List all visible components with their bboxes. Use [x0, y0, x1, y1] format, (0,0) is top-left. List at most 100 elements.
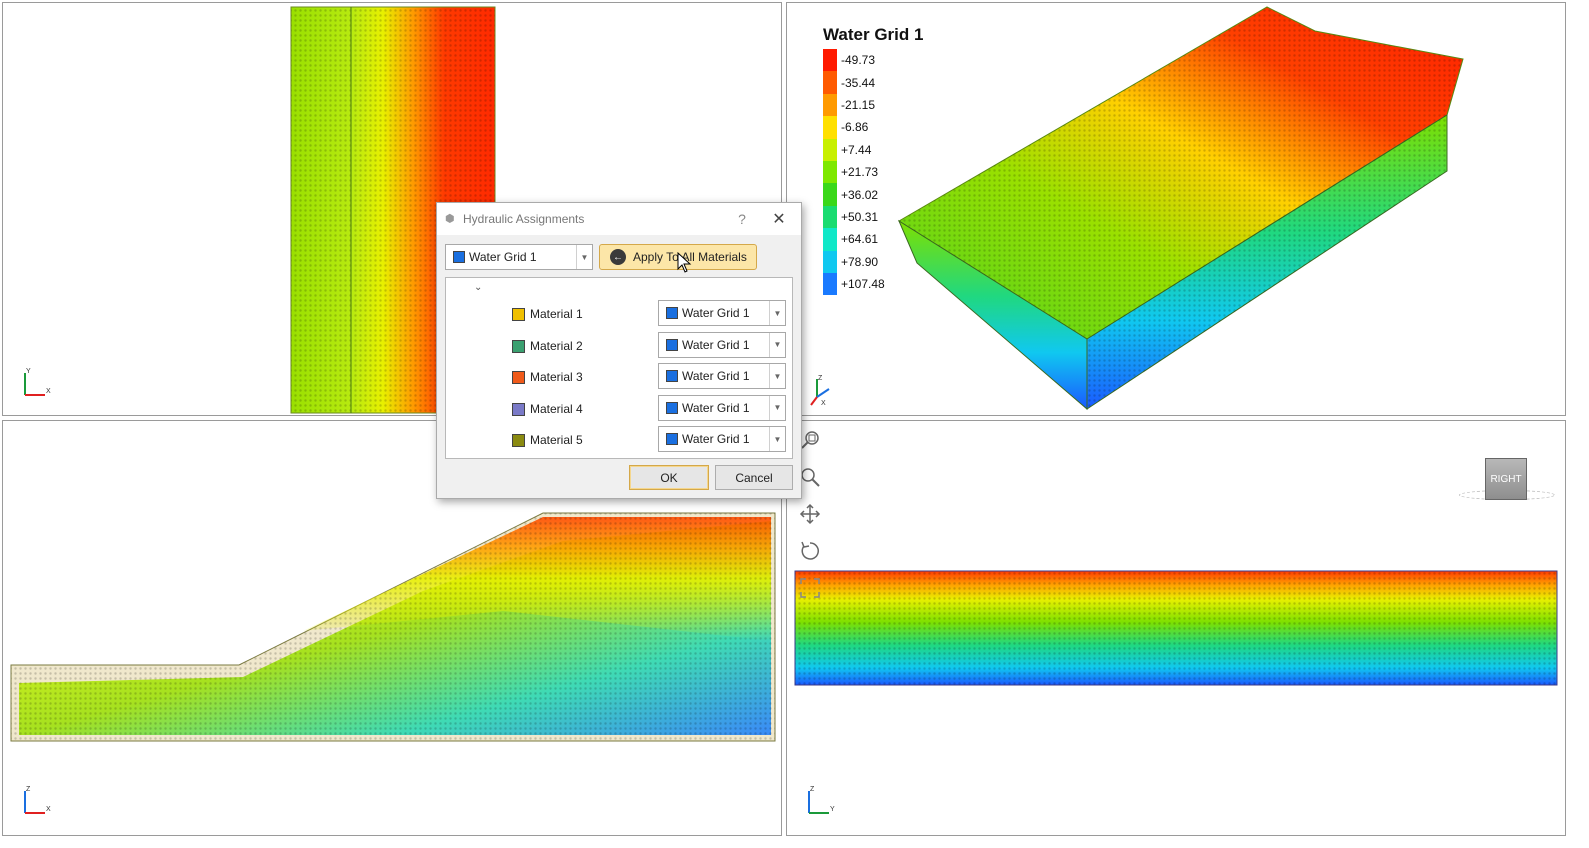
material-label: Material 1 [530, 307, 583, 321]
legend-swatch [823, 205, 837, 229]
material-row: Material 1 Water Grid 1 ▼ [446, 300, 792, 328]
grid-color-swatch [666, 370, 678, 382]
viewport-top-right[interactable]: Water Grid 1 -49.73 -35.44 -21.15 -6.86 +7.4… [786, 2, 1566, 416]
legend-entry: -6.86 [823, 116, 923, 139]
material-color-swatch [512, 371, 525, 384]
chevron-down-icon[interactable]: ▼ [576, 245, 592, 269]
legend-swatch [823, 116, 837, 139]
axis-triad-icon: Z X [24, 786, 51, 814]
legend-swatch [823, 49, 837, 72]
section-view-scene [10, 512, 776, 742]
legend-entry: +64.61 [823, 228, 923, 251]
legend-entry: -49.73 [823, 49, 923, 72]
legend-swatch [823, 272, 837, 296]
material-grid-select[interactable]: Water Grid 1 ▼ [658, 363, 786, 389]
view-cube-face[interactable]: RIGHT [1485, 458, 1527, 500]
pan-icon[interactable] [798, 502, 822, 526]
legend-label: +64.61 [841, 232, 879, 247]
axis-triad-icon: Z Y [808, 786, 835, 814]
material-color-swatch [512, 402, 525, 416]
axis-label-b: X [46, 806, 51, 813]
grid-color-swatch [666, 338, 678, 351]
help-button[interactable]: ? [738, 211, 746, 227]
material-grid-select[interactable]: Water Grid 1 ▼ [658, 394, 786, 421]
zoom-icon[interactable] [798, 465, 822, 489]
material-grid-value: Water Grid 1 [682, 400, 750, 415]
viewport-bottom-right[interactable]: Z Y [786, 420, 1566, 836]
ok-button[interactable]: OK [629, 465, 709, 490]
hydraulic-assignments-dialog: ⬢ Hydraulic Assignments ? ✕ Water Grid 1… [436, 202, 802, 499]
material-color-swatch [512, 308, 525, 321]
legend-swatch [823, 71, 837, 94]
legend-swatch [823, 93, 837, 117]
apply-button-label: Apply To All Materials [633, 250, 747, 264]
legend-label: +107.48 [841, 277, 885, 292]
navigation-toolbar [798, 428, 822, 613]
axis-label-a: Y [26, 368, 31, 375]
dialog-title-bar[interactable]: ⬢ Hydraulic Assignments ? ✕ [437, 203, 801, 235]
axis-label-a: Z [810, 786, 815, 793]
material-row: Material 5 Water Grid 1 ▼ [446, 426, 792, 454]
legend-swatch [823, 160, 837, 184]
legend-entry: -21.15 [823, 93, 923, 117]
legend-label: +50.31 [841, 209, 879, 224]
legend-label: -6.86 [841, 120, 869, 135]
material-grid-value: Water Grid 1 [682, 432, 750, 446]
arrow-left-icon: ← [610, 249, 626, 265]
legend-entry: -35.44 [823, 71, 923, 94]
material-grid-value: Water Grid 1 [682, 369, 750, 383]
right-view-scene [794, 570, 1558, 686]
legend-swatch [823, 138, 837, 161]
material-row: Material 3 Water Grid 1 ▼ [446, 363, 792, 391]
material-label: Material 4 [530, 401, 583, 416]
material-label: Material 3 [530, 370, 583, 384]
material-color-swatch [512, 434, 525, 447]
grid-select[interactable]: Water Grid 1 ▼ [445, 244, 593, 270]
material-row: Material 2 Water Grid 1 ▼ [446, 331, 792, 360]
chevron-down-icon[interactable]: ▼ [769, 364, 785, 388]
material-label: Material 5 [530, 433, 583, 447]
legend-entry: +36.02 [823, 183, 923, 206]
legend-swatch [823, 183, 837, 206]
material-row: Material 4 Water Grid 1 ▼ [446, 394, 792, 423]
material-color-swatch [512, 339, 525, 353]
axis-label-a: Z [818, 375, 823, 382]
rotate-icon[interactable] [798, 539, 822, 563]
legend-entry: +78.90 [823, 250, 923, 273]
legend-swatch [823, 250, 837, 273]
material-label: Material 2 [530, 338, 583, 353]
chevron-down-icon[interactable]: ▼ [769, 427, 785, 451]
grid-color-swatch [666, 433, 678, 445]
cancel-button[interactable]: Cancel [715, 465, 793, 490]
zoom-window-icon[interactable] [798, 428, 822, 452]
app-icon: ⬢ [445, 213, 455, 225]
grid-color-swatch [666, 307, 678, 319]
chevron-down-icon[interactable]: ▼ [769, 301, 785, 325]
material-grid-value: Water Grid 1 [682, 306, 750, 320]
legend-swatch [823, 228, 837, 251]
grid-select-value: Water Grid 1 [469, 250, 537, 264]
axis-triad-icon: Y X [24, 368, 51, 396]
close-button[interactable]: ✕ [772, 211, 786, 228]
view-cube[interactable]: RIGHT [1459, 454, 1555, 504]
materials-list: ⌄ Material 1 Water Grid 1 ▼ Material 2 Water… [445, 277, 793, 459]
material-grid-value: Water Grid 1 [682, 337, 750, 352]
chevron-down-icon[interactable]: ▼ [769, 332, 785, 357]
axis-label-b: X [821, 400, 826, 407]
chevron-down-icon[interactable]: ⌄ [474, 282, 483, 293]
legend-title: Water Grid 1 [823, 25, 924, 44]
grid-color-swatch [453, 251, 465, 263]
dialog-title: Hydraulic Assignments [463, 212, 585, 226]
material-grid-select[interactable]: Water Grid 1 ▼ [658, 331, 786, 358]
material-grid-select[interactable]: Water Grid 1 ▼ [658, 300, 786, 326]
legend-label: +36.02 [841, 187, 879, 202]
material-grid-select[interactable]: Water Grid 1 ▼ [658, 426, 786, 452]
legend-label: +21.73 [841, 165, 879, 180]
legend-label: -35.44 [841, 75, 876, 90]
legend-entry: +50.31 [823, 205, 923, 229]
zoom-extents-icon[interactable] [798, 576, 822, 600]
chevron-down-icon[interactable]: ▼ [769, 395, 785, 420]
grid-color-swatch [666, 401, 678, 414]
legend-entry: +7.44 [823, 138, 923, 161]
mouse-cursor-icon [677, 252, 692, 273]
